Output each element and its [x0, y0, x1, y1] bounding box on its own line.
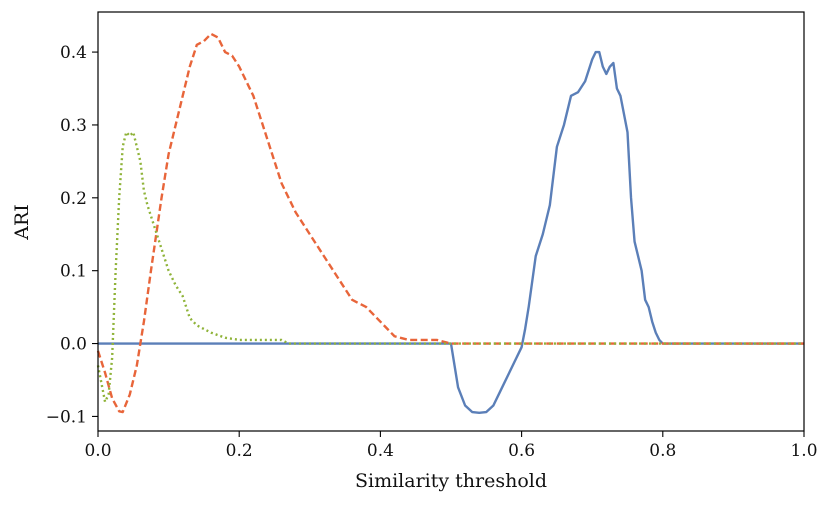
x-tick-label: 0.4: [367, 441, 394, 461]
y-tick-label: −0.1: [46, 407, 87, 427]
y-tick-label: 0.1: [60, 262, 87, 282]
x-tick-label: 1.0: [790, 441, 817, 461]
series-line-dashed-1: [96, 32, 804, 414]
x-tick-label: 0.2: [226, 441, 253, 461]
x-axis-label: Similarity threshold: [355, 470, 547, 492]
axis-ticks: 0.0 0.2 0.4 0.6 0.8 1.0 −0.1 0.0 0.1 0.2 0.3 0.4: [46, 43, 818, 461]
x-tick-label: 0.0: [84, 441, 111, 461]
plot-frame: [97, 11, 805, 432]
y-axis-label: ARI: [11, 204, 33, 241]
x-tick-label: 0.6: [508, 441, 535, 461]
y-tick-label: 0.3: [60, 116, 87, 136]
y-tick-label: 0.4: [60, 43, 87, 63]
y-tick-label: 0.0: [60, 335, 87, 355]
series-line-solid-0: [98, 50, 804, 414]
plot-marks: [96, 32, 804, 414]
y-tick-label: 0.2: [60, 189, 87, 209]
x-tick-label: 0.8: [649, 441, 676, 461]
series-line-dotted-2: [96, 131, 804, 404]
